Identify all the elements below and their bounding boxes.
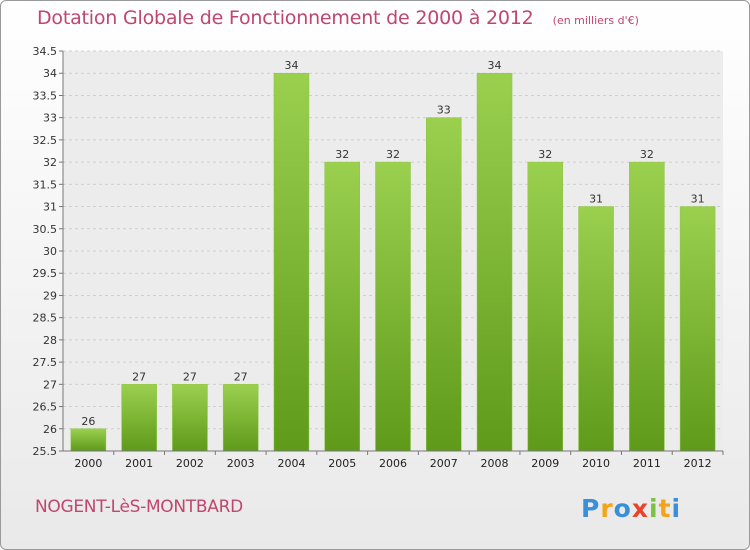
y-tick-label: 31.5 [33, 178, 58, 191]
value-label: 33 [437, 104, 451, 117]
value-label: 27 [183, 370, 197, 383]
bar-2007 [426, 117, 462, 452]
chart-title: Dotation Globale de Fonctionnement de 20… [37, 7, 534, 29]
y-tick-label: 33.5 [33, 89, 58, 102]
bar-2011 [629, 161, 665, 452]
x-tick-label: 2011 [633, 457, 661, 470]
y-tick-label: 30 [43, 245, 57, 258]
bar-2012 [679, 206, 716, 452]
commune-name: NOGENT-LèS-MONTBARD [35, 497, 243, 517]
value-label: 32 [335, 148, 349, 161]
y-tick-label: 32.5 [33, 134, 58, 147]
y-tick-label: 29 [43, 289, 57, 302]
value-label: 27 [234, 370, 248, 383]
chart-unit: (en milliers d'€) [552, 14, 639, 27]
value-label: 31 [589, 193, 603, 206]
y-tick-label: 30.5 [33, 223, 58, 236]
x-tick-label: 2000 [74, 457, 102, 470]
x-tick-label: 2010 [582, 457, 610, 470]
value-label: 26 [81, 415, 95, 428]
y-tick-label: 31 [43, 201, 57, 214]
x-tick-label: 2002 [176, 457, 204, 470]
bar-2005 [324, 161, 360, 452]
bar-2008 [476, 72, 513, 452]
y-tick-label: 29.5 [33, 267, 58, 280]
bar-2010 [578, 206, 614, 452]
x-tick-label: 2006 [379, 457, 407, 470]
value-label: 32 [386, 148, 400, 161]
y-tick-label: 26.5 [33, 401, 58, 414]
x-tick-label: 2004 [277, 457, 305, 470]
y-tick-label: 27.5 [33, 356, 58, 369]
x-tick-label: 2003 [227, 457, 255, 470]
proxiti-logo: Proxiti [581, 494, 681, 523]
value-label: 32 [640, 148, 654, 161]
svg-text:Proxiti: Proxiti [581, 494, 681, 523]
bar-2001 [121, 384, 157, 452]
y-tick-label: 33 [43, 112, 57, 125]
x-tick-label: 2001 [125, 457, 153, 470]
bar-2002 [172, 384, 208, 452]
x-tick-label: 2012 [684, 457, 712, 470]
bar-2003 [222, 384, 259, 452]
value-label: 34 [488, 59, 502, 72]
y-tick-label: 25.5 [33, 445, 58, 458]
value-label: 34 [284, 59, 298, 72]
y-tick-label: 28.5 [33, 312, 58, 325]
y-tick-label: 34 [43, 67, 57, 80]
y-tick-label: 34.5 [33, 45, 58, 58]
y-tick-label: 27 [43, 378, 57, 391]
bar-2009 [527, 161, 564, 452]
x-tick-label: 2005 [328, 457, 356, 470]
y-tick-label: 28 [43, 334, 57, 347]
x-tick-label: 2007 [430, 457, 458, 470]
value-label: 31 [691, 193, 705, 206]
bar-2000 [70, 428, 107, 452]
y-tick-label: 32 [43, 156, 57, 169]
value-label: 32 [538, 148, 552, 161]
x-tick-label: 2008 [481, 457, 509, 470]
title-row: Dotation Globale de Fonctionnement de 20… [37, 7, 639, 29]
x-tick-label: 2009 [531, 457, 559, 470]
bar-2004 [273, 72, 310, 452]
bar-2006 [375, 161, 411, 452]
y-tick-label: 26 [43, 423, 57, 436]
value-label: 27 [132, 370, 146, 383]
